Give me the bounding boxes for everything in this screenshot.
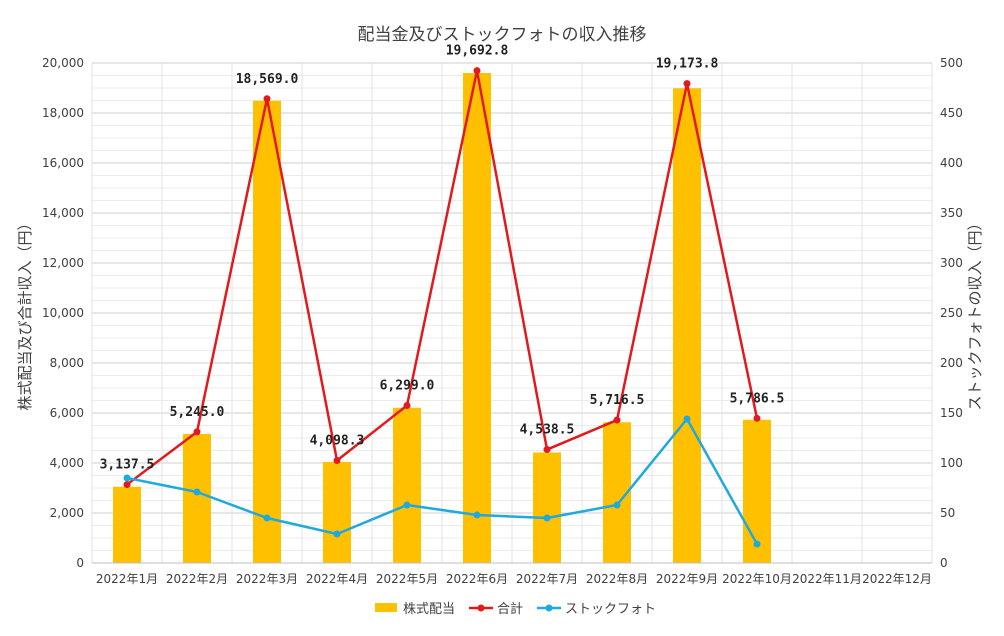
x-tick-label: 2022年11月	[792, 572, 862, 586]
y-right-tick-label: 150	[940, 406, 963, 420]
y-right-tick-label: 50	[940, 506, 955, 520]
y-left-tick-label: 14,000	[42, 206, 84, 220]
data-point	[403, 402, 411, 410]
legend-item: 合計	[469, 601, 523, 617]
y-left-tick-label: 0	[76, 556, 84, 570]
legend-label: ストックフォト	[565, 602, 656, 617]
x-tick-label: 2022年8月	[586, 572, 648, 586]
legend-swatch	[375, 603, 397, 612]
legend-marker	[477, 604, 485, 612]
data-label: 5,716.5	[590, 393, 645, 408]
data-point	[753, 414, 761, 422]
data-label: 4,098.3	[310, 434, 365, 449]
data-point	[543, 446, 551, 454]
bar	[183, 434, 211, 563]
y-axis-left-title: 株式配当及び合計収入（円）	[16, 215, 34, 410]
bar	[253, 100, 281, 563]
bar	[463, 73, 491, 563]
data-label: 5,786.5	[730, 391, 785, 406]
data-label: 3,137.5	[100, 458, 155, 473]
y-right-tick-label: 0	[940, 556, 948, 570]
y-left-tick-label: 18,000	[42, 106, 84, 120]
data-label: 19,692.8	[446, 44, 509, 59]
y-right-tick-label: 450	[940, 106, 963, 120]
data-label: 5,245.0	[170, 405, 225, 420]
bar	[113, 486, 141, 563]
data-point	[193, 488, 201, 496]
y-axis-right-title: ストックフォトの収入（円）	[966, 215, 984, 410]
data-point	[683, 80, 691, 88]
y-left-tick-label: 20,000	[42, 56, 84, 70]
data-label: 4,538.5	[520, 423, 575, 438]
x-tick-label: 2022年2月	[166, 572, 228, 586]
bar	[323, 462, 351, 563]
y-right-tick-label: 250	[940, 306, 963, 320]
x-tick-label: 2022年9月	[656, 572, 718, 586]
data-point	[473, 511, 481, 519]
chart-title: 配当金及びストックフォトの収入推移	[358, 25, 647, 45]
data-point	[543, 514, 551, 522]
data-point	[333, 457, 341, 465]
legend-label: 合計	[497, 601, 523, 617]
y-right-tick-label: 500	[940, 56, 963, 70]
y-right-tick-label: 300	[940, 256, 963, 270]
data-point	[123, 474, 131, 482]
y-left-tick-label: 12,000	[42, 256, 84, 270]
legend-item: 株式配当	[375, 602, 455, 617]
bar	[673, 88, 701, 563]
data-label: 6,299.0	[380, 379, 435, 394]
y-left-tick-label: 6,000	[50, 406, 84, 420]
legend-item: ストックフォト	[537, 602, 656, 617]
y-left-tick-label: 8,000	[50, 356, 84, 370]
x-tick-label: 2022年12月	[862, 572, 932, 586]
series-line	[126, 417, 759, 545]
data-point	[263, 95, 271, 103]
y-left-tick-label: 2,000	[50, 506, 84, 520]
y-right-tick-label: 350	[940, 206, 963, 220]
y-left-tick-label: 4,000	[50, 456, 84, 470]
data-label: 18,569.0	[236, 72, 299, 87]
data-point	[123, 481, 131, 489]
bar	[393, 407, 421, 563]
y-right-tick-label: 100	[940, 456, 963, 470]
x-tick-label: 2022年3月	[236, 572, 298, 586]
x-tick-label: 2022年7月	[516, 572, 578, 586]
legend-marker	[545, 604, 553, 612]
x-tick-label: 2022年10月	[722, 572, 792, 586]
y-right-tick-label: 400	[940, 156, 963, 170]
y-right-tick-label: 200	[940, 356, 963, 370]
data-point	[613, 501, 621, 509]
x-tick-label: 2022年4月	[306, 572, 368, 586]
y-left-tick-label: 16,000	[42, 156, 84, 170]
series-line	[126, 69, 759, 486]
bar	[533, 452, 561, 563]
data-label: 19,173.8	[656, 57, 719, 72]
data-point	[193, 428, 201, 436]
x-tick-label: 2022年5月	[376, 572, 438, 586]
data-point	[263, 514, 271, 522]
y-left-tick-label: 10,000	[42, 306, 84, 320]
data-point	[683, 415, 691, 423]
data-point	[333, 530, 341, 538]
x-tick-label: 2022年1月	[96, 572, 158, 586]
x-tick-label: 2022年6月	[446, 572, 508, 586]
legend: 株式配当 合計 ストックフォト	[375, 601, 656, 617]
data-point	[473, 67, 481, 75]
bar	[743, 419, 771, 563]
legend-label: 株式配当	[403, 602, 455, 617]
data-point	[613, 416, 621, 424]
data-point	[753, 540, 761, 548]
data-point	[403, 501, 411, 509]
